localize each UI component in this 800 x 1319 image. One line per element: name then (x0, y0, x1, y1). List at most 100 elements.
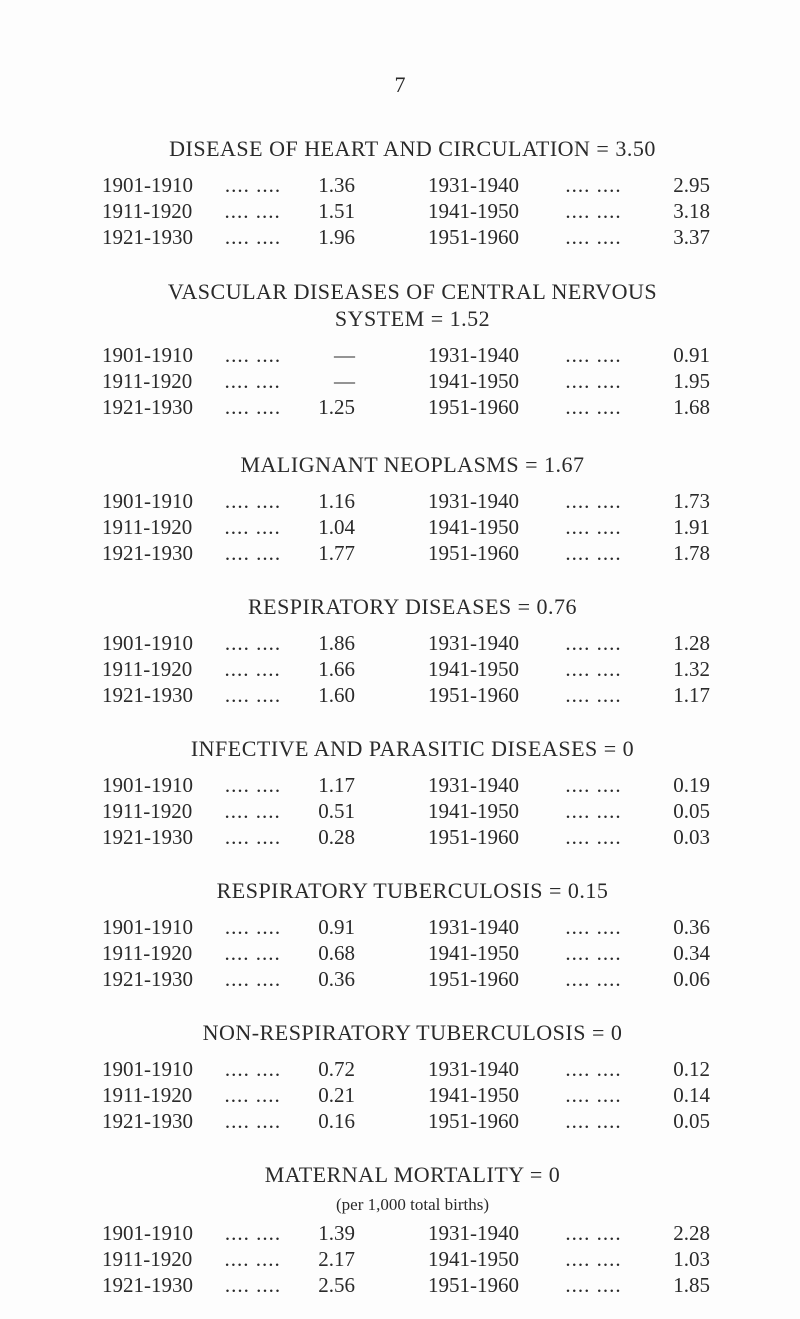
dot-leader: .... .... (565, 915, 622, 939)
table-row: 1901-1910 .... .... 1.36 1931-1940 .... ...… (0, 172, 800, 198)
period: 1951-1960 (428, 967, 519, 991)
section-maternal-mortality: MATERNAL MORTALITY = 0 (per 1,000 total … (0, 1161, 800, 1298)
period: 1931-1940 (428, 173, 519, 197)
left-entry: 1911-1920 .... .... 1.04 (102, 514, 355, 540)
dot-leader: .... .... (224, 225, 282, 249)
left-entry: 1901-1910 .... .... 0.72 (102, 1056, 355, 1082)
rate-value: — (334, 369, 355, 393)
period: 1931-1940 (428, 915, 519, 939)
right-entry: 1951-1960 .... .... 1.17 (428, 682, 710, 708)
right-entry: 1931-1940 .... .... 1.28 (428, 630, 710, 656)
dot-leader: .... .... (224, 1247, 281, 1271)
rate-value: 0.91 (673, 343, 710, 367)
rate-value: 1.77 (318, 541, 355, 565)
period: 1941-1950 (428, 369, 519, 393)
dot-leader: .... .... (565, 1273, 622, 1297)
period: 1951-1960 (428, 395, 519, 419)
table-row: 1921-1930 .... .... 1.77 1951-1960 .... ...… (0, 540, 800, 566)
rate-value: 2.17 (318, 1247, 355, 1271)
table-row: 1911-1920 .... .... 0.21 1941-1950 .... ...… (0, 1082, 800, 1108)
rate-value: 0.36 (318, 967, 355, 991)
rate-value: 3.18 (673, 199, 710, 223)
period: 1901-1910 (102, 773, 193, 797)
dot-leader: .... .... (224, 395, 282, 419)
period: 1951-1960 (428, 225, 519, 249)
table-row: 1911-1920 .... .... 2.17 1941-1950 .... ...… (0, 1246, 800, 1272)
table-row: 1911-1920 .... .... 1.04 1941-1950 .... ...… (0, 514, 800, 540)
period: 1901-1910 (102, 915, 193, 939)
period: 1901-1910 (102, 343, 193, 367)
section-title: MATERNAL MORTALITY = 0 (264, 1162, 561, 1187)
section-heart-circulation: DISEASE OF HEART AND CIRCULATION = 3.50 … (0, 135, 800, 250)
dot-leader: .... .... (224, 1083, 281, 1107)
section-title: DISEASE OF HEART AND CIRCULATION = 3.50 (169, 136, 656, 161)
rates-table: 1901-1910 .... .... 1.17 1931-1940 .... ...… (0, 772, 800, 850)
table-row: 1921-1930 .... .... 1.96 1951-1960 .... ...… (0, 224, 800, 250)
right-entry: 1941-1950 .... .... 0.05 (428, 798, 710, 824)
section-title-continued: SYSTEM = 1.52 (334, 306, 491, 331)
rate-value: 1.17 (318, 773, 355, 797)
rate-value: 1.78 (673, 541, 710, 565)
left-entry: 1911-1920 .... .... 0.21 (102, 1082, 355, 1108)
rate-value: 2.28 (673, 1221, 710, 1245)
dot-leader: .... .... (224, 967, 282, 991)
dot-leader: .... .... (224, 1109, 282, 1133)
rate-value: 0.16 (318, 1109, 355, 1133)
period: 1931-1940 (428, 631, 519, 655)
rates-table: 1901-1910 .... .... 1.36 1931-1940 .... ...… (0, 172, 800, 250)
left-entry: 1901-1910 .... .... 1.17 (102, 772, 355, 798)
dot-leader: .... .... (224, 173, 282, 197)
table-row: 1901-1910 .... .... 0.91 1931-1940 .... ...… (0, 914, 800, 940)
dot-leader: .... .... (224, 489, 282, 513)
dot-leader: .... .... (565, 1221, 622, 1245)
period: 1911-1920 (102, 515, 193, 539)
table-row: 1921-1930 .... .... 2.56 1951-1960 .... ...… (0, 1272, 800, 1298)
rate-value: 2.56 (318, 1273, 355, 1297)
dot-leader: .... .... (565, 225, 622, 249)
section-non-respiratory-tuberculosis: NON-RESPIRATORY TUBERCULOSIS = 0 1901-19… (0, 1019, 800, 1134)
left-entry: 1901-1910 .... .... 1.86 (102, 630, 355, 656)
rate-value: 1.39 (318, 1221, 355, 1245)
section-title: VASCULAR DISEASES OF CENTRAL NERVOUS (167, 279, 658, 304)
period: 1941-1950 (428, 1247, 519, 1271)
dot-leader: .... .... (565, 489, 622, 513)
period: 1941-1950 (428, 657, 519, 681)
right-entry: 1951-1960 .... .... 1.85 (428, 1272, 710, 1298)
dot-leader: .... .... (565, 825, 622, 849)
dot-leader: .... .... (224, 1273, 282, 1297)
period: 1921-1930 (102, 1273, 193, 1297)
table-row: 1901-1910 .... .... 1.16 1931-1940 .... ...… (0, 488, 800, 514)
rate-value: 1.60 (318, 683, 355, 707)
period: 1911-1920 (102, 369, 193, 393)
table-row: 1911-1920 .... .... — 1941-1950 .... .... 1.… (0, 368, 800, 394)
left-entry: 1921-1930 .... .... 1.96 (102, 224, 355, 250)
period: 1941-1950 (428, 799, 519, 823)
period: 1901-1910 (102, 1221, 193, 1245)
rate-value: 1.68 (673, 395, 710, 419)
period: 1931-1940 (428, 773, 519, 797)
period: 1901-1910 (102, 173, 193, 197)
rate-value: 1.32 (673, 657, 710, 681)
dot-leader: .... .... (565, 173, 622, 197)
period: 1911-1920 (102, 199, 193, 223)
rate-value: 0.51 (318, 799, 355, 823)
rate-value: 0.12 (673, 1057, 710, 1081)
dot-leader: .... .... (224, 1221, 282, 1245)
rate-value: 0.68 (318, 941, 355, 965)
right-entry: 1951-1960 .... .... 0.05 (428, 1108, 710, 1134)
period: 1921-1930 (102, 541, 193, 565)
left-entry: 1911-1920 .... .... 0.68 (102, 940, 355, 966)
rate-value: 0.05 (673, 799, 710, 823)
rate-value: 0.21 (318, 1083, 355, 1107)
left-entry: 1901-1910 .... .... 1.16 (102, 488, 355, 514)
dot-leader: .... .... (565, 683, 622, 707)
rate-value: 1.91 (673, 515, 710, 539)
dot-leader: .... .... (224, 343, 282, 367)
rates-table: 1901-1910 .... .... — 1931-1940 .... .... 0.… (0, 342, 800, 420)
section-title: MALIGNANT NEOPLASMS = 1.67 (240, 452, 585, 477)
period: 1951-1960 (428, 541, 519, 565)
table-row: 1921-1930 .... .... 0.28 1951-1960 .... ...… (0, 824, 800, 850)
period: 1941-1950 (428, 941, 519, 965)
left-entry: 1911-1920 .... .... 2.17 (102, 1246, 355, 1272)
rate-value: 1.96 (318, 225, 355, 249)
